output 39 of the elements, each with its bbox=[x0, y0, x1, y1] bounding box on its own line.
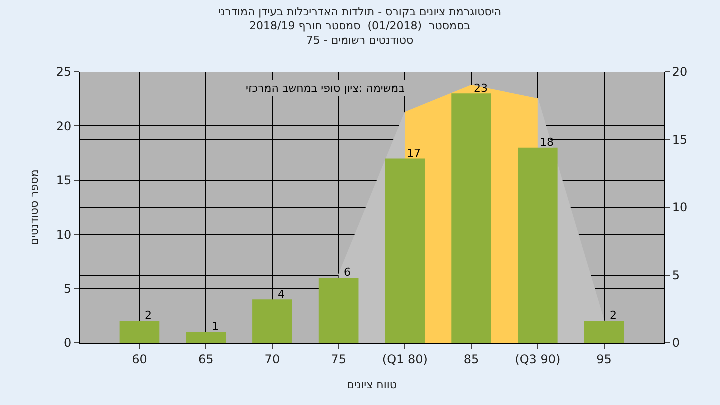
bar bbox=[452, 94, 492, 343]
y2-tick-label: 15 bbox=[672, 132, 688, 147]
x-tick-label: (Q3 90) bbox=[515, 352, 561, 366]
data-label: 2 bbox=[610, 309, 617, 322]
data-label: 6 bbox=[344, 266, 351, 279]
data-label: 2 bbox=[145, 309, 152, 322]
y-axis-title: מספר סטודנטים bbox=[28, 170, 41, 246]
bar bbox=[584, 321, 624, 343]
bar bbox=[518, 148, 558, 343]
bar bbox=[318, 278, 359, 343]
y-tick-label: 25 bbox=[56, 65, 72, 80]
x-tick-label: 95 bbox=[596, 352, 612, 366]
bar bbox=[186, 332, 226, 343]
y-tick-label: 0 bbox=[64, 336, 72, 350]
bar bbox=[120, 321, 160, 343]
data-label: 4 bbox=[278, 288, 285, 301]
bar bbox=[252, 300, 292, 343]
y2-tick-label: 0 bbox=[672, 336, 680, 350]
bar bbox=[385, 158, 426, 343]
chart-title: היסטוגרמת ציונים בקורס - תולדות האדריכלות בעידן המודרני בסמסטר (01/2018) סמסטר חורף 2018/19 סטודנטים רשומים - 75 bbox=[218, 5, 502, 47]
data-label: 18 bbox=[540, 136, 554, 149]
y-tick-label: 15 bbox=[56, 174, 72, 188]
annotation: במשימה :ציון סופי במחשב המרכזי bbox=[246, 82, 406, 95]
y2-tick-label: 5 bbox=[672, 268, 680, 282]
x-tick-label: 65 bbox=[198, 352, 214, 366]
y2-tick-label: 10 bbox=[672, 200, 688, 215]
data-label: 1 bbox=[212, 320, 219, 333]
x-axis-title: טווח ציונים bbox=[347, 378, 397, 392]
y-tick-label: 20 bbox=[56, 119, 72, 134]
x-tick-label: 60 bbox=[132, 352, 148, 366]
x-tick-label: 75 bbox=[331, 352, 346, 366]
data-label: 17 bbox=[407, 147, 421, 160]
y-tick-label: 5 bbox=[64, 282, 72, 296]
x-tick-label: 70 bbox=[264, 352, 280, 366]
x-tick-label: 85 bbox=[464, 352, 480, 366]
y2-tick-label: 20 bbox=[672, 65, 688, 80]
data-label: 23 bbox=[474, 82, 488, 95]
y-tick-label: 10 bbox=[56, 228, 72, 242]
x-tick-label: (Q1 80) bbox=[382, 352, 428, 366]
